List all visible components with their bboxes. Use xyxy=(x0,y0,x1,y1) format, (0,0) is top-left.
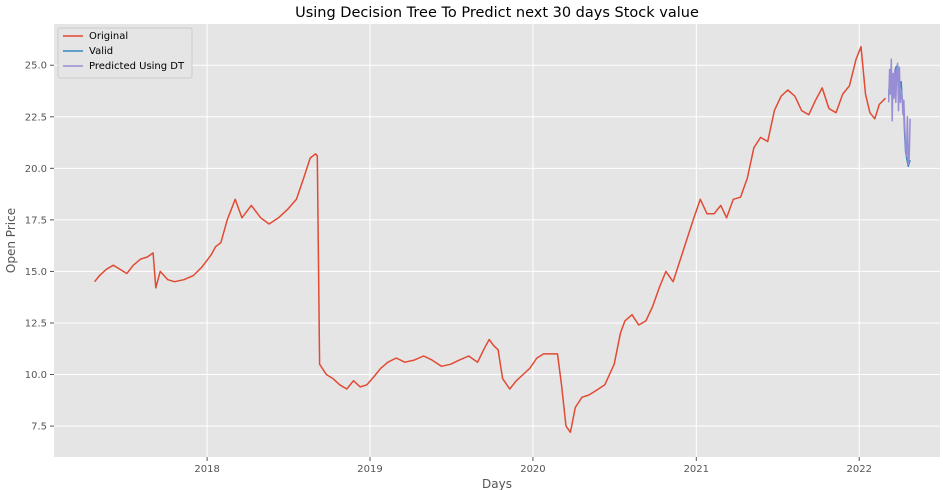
x-axis-label: Days xyxy=(482,477,512,490)
y-tick-label: 25.0 xyxy=(25,61,47,72)
legend-label-valid: Valid xyxy=(89,46,113,57)
y-tick-label: 20.0 xyxy=(25,164,47,175)
chart-title: Using Decision Tree To Predict next 30 d… xyxy=(295,5,699,21)
y-axis-label: Open Price xyxy=(4,208,18,273)
y-tick-label: 15.0 xyxy=(25,267,47,278)
legend-label-original: Original xyxy=(89,31,128,42)
x-tick-label: 2021 xyxy=(684,464,709,475)
y-tick-label: 7.5 xyxy=(31,422,47,433)
legend-box xyxy=(57,27,193,79)
y-tick-label: 22.5 xyxy=(25,112,47,123)
series-lines xyxy=(94,45,911,434)
series-line-original xyxy=(94,45,887,434)
x-tick-label: 2018 xyxy=(194,464,219,475)
plot-background xyxy=(54,24,940,457)
legend-label-predicted-using-dt: Predicted Using DT xyxy=(89,61,185,72)
y-tick-label: 10.0 xyxy=(25,370,47,381)
y-tick-label: 12.5 xyxy=(25,318,47,329)
grid-lines xyxy=(54,24,940,457)
x-tick-label: 2022 xyxy=(846,464,871,475)
axis-ticks: 7.5 10.0 12.5 15.0 17.5 20.0 22.5 25.0 2018 2019 2… xyxy=(25,61,872,475)
series-line-predicted-using-dt xyxy=(887,58,911,165)
y-tick-label: 17.5 xyxy=(25,215,47,226)
legend: Original Valid Predicted Using DT xyxy=(57,27,193,79)
x-tick-label: 2020 xyxy=(520,464,545,475)
x-tick-label: 2019 xyxy=(357,464,382,475)
